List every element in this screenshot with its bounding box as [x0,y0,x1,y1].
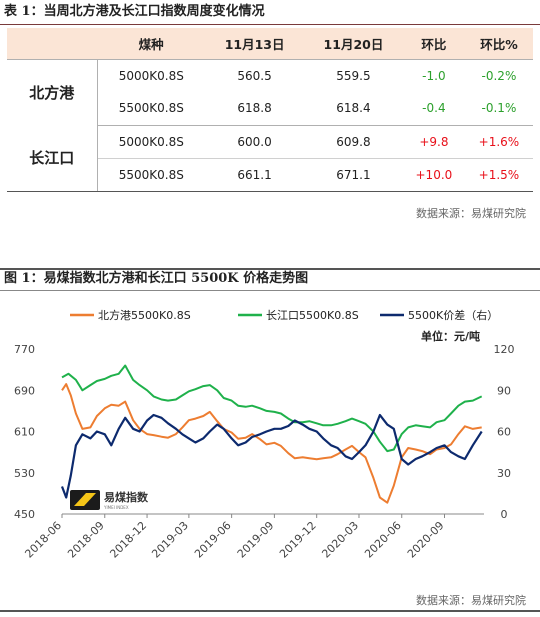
header-port [7,28,97,60]
pct-cell: -0.1% [464,92,533,126]
figure-top-rule [0,268,540,270]
x-tick-label: 2018-06 [22,519,64,561]
caption-rule [0,24,540,25]
header-nov20: 11月20日 [304,28,403,60]
logo-stroke [74,493,96,506]
series-line-2 [61,364,483,453]
header-chg: 环比 [402,28,465,60]
left-tick-label: 690 [14,384,35,397]
coal-cell: 5000K0.8S [97,125,206,159]
legend-label: 5500K价差（右） [408,308,498,322]
left-tick-label: 770 [14,343,35,356]
chart-legend: 北方港5500K0.8S 长江口5500K0.8S 5500K价差（右） [70,308,498,322]
nov13-cell: 618.8 [205,92,305,126]
coal-cell: 5500K0.8S [97,92,206,126]
logo-text: 易煤指数 [104,490,149,504]
pct-cell: +1.5% [464,158,533,192]
x-tick-label: 2018-12 [107,519,149,561]
legend-label: 北方港5500K0.8S [98,308,191,322]
table-source: 数据来源：易煤研究院 [416,207,526,220]
figure-caption: 图 1：易煤指数北方港和长江口 5500K 价格走势图 [4,271,309,286]
table-row: 北方港 5000K0.8S 560.5 559.5 -1.0 -0.2% [7,59,533,125]
unit-label: 单位：元/吨 [421,329,480,343]
price-trend-chart: 北方港5500K0.8S 长江口5500K0.8S 5500K价差（右） 单位：元/… [14,308,515,561]
coal-cell: 5500K0.8S [97,158,206,192]
header-nov13: 11月13日 [205,28,305,60]
table-row: 5500K0.8S 661.1 671.1 +10.0 +1.5% [7,158,533,192]
nov20-cell: 618.4 [304,92,403,126]
table-row: 5500K0.8S 618.8 618.4 -0.4 -0.1% [7,92,533,126]
pct-cell: +1.6% [464,125,533,159]
x-tick-label: 2019-09 [235,519,277,561]
pct-cell: -0.2% [481,68,517,83]
right-tick-label: 120 [494,343,515,356]
nov20-cell: 559.5 [336,68,371,83]
nov13-cell: 661.1 [205,158,305,192]
x-tick-label: 2020-09 [405,519,447,561]
coal-cell: 5000K0.8S [118,68,184,83]
weekly-change-table: 煤种 11月13日 11月20日 环比 环比% 北方港 5000K0.8S 56… [7,28,533,192]
nov20-cell: 609.8 [304,125,403,159]
left-tick-label: 450 [14,508,35,521]
right-axis: 0 30 60 90 120 [494,343,515,521]
x-tick-label: 2019-03 [149,519,191,561]
nov13-cell: 600.0 [205,125,305,159]
series-lines [60,364,483,504]
nov13-cell: 560.5 [237,68,272,83]
x-tick-label: 2019-06 [192,519,234,561]
port-label-north: 北方港 [7,59,98,125]
right-tick-label: 0 [501,508,508,521]
header-pct: 环比% [464,28,533,60]
figure-caption-rule [0,290,540,291]
x-tick-label: 2019-12 [277,519,319,561]
series-line-3 [60,413,483,499]
series-line-1 [61,383,482,504]
x-axis: 2018-06 2018-09 2018-12 2019-03 2019-06 2019-… [22,513,484,561]
logo-subtext: YIMEI INDEX [103,505,129,510]
right-tick-label: 90 [497,384,511,397]
table-caption: 表 1：当周北方港及长江口指数周度变化情况 [4,4,265,19]
table-row: 长江口 5000K0.8S 600.0 609.8 +9.8 +1.6% [7,125,533,192]
right-tick-label: 30 [497,467,511,480]
left-axis: 450 530 610 690 770 [14,343,35,521]
header-coal: 煤种 [97,28,206,60]
right-tick-label: 60 [497,426,511,439]
chg-cell: +10.0 [402,158,465,192]
left-tick-label: 610 [14,426,35,439]
figure-source: 数据来源：易煤研究院 [416,594,526,607]
left-tick-label: 530 [14,467,35,480]
yimei-logo: 易煤指数 YIMEI INDEX [70,490,149,510]
x-tick-label: 2020-03 [319,519,361,561]
chg-cell: -1.0 [422,68,446,83]
figure-bottom-rule [0,610,540,612]
chg-cell: -0.4 [402,92,465,126]
port-label-yangtze: 长江口 [7,125,98,192]
x-tick-label: 2020-06 [362,519,404,561]
x-tick-label: 2018-09 [65,519,107,561]
table-header-row: 煤种 11月13日 11月20日 环比 环比% [7,28,533,60]
nov20-cell: 671.1 [304,158,403,192]
chg-cell: +9.8 [402,125,465,159]
legend-label: 长江口5500K0.8S [266,309,359,322]
